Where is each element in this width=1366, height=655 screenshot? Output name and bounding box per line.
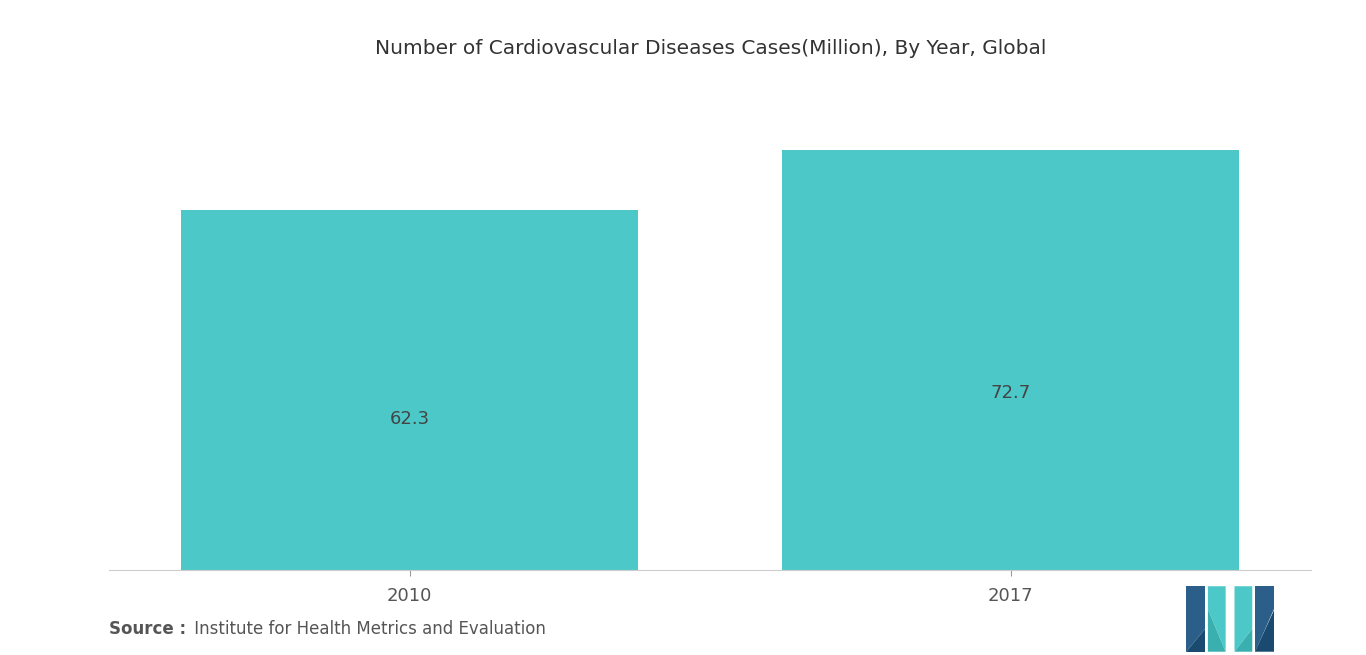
Text: Institute for Health Metrics and Evaluation: Institute for Health Metrics and Evaluat… [189,620,545,638]
Bar [182,210,638,570]
Text: Source :: Source : [109,620,186,638]
Polygon shape [1186,586,1205,652]
Text: 62.3: 62.3 [389,409,430,428]
Polygon shape [1208,609,1225,652]
Polygon shape [1208,586,1225,652]
Polygon shape [1235,586,1253,652]
Text: 72.7: 72.7 [990,384,1031,402]
Polygon shape [1255,609,1274,652]
Bar [783,150,1239,570]
Polygon shape [1235,629,1253,652]
Polygon shape [1255,586,1274,652]
Polygon shape [1186,629,1205,652]
Title: Number of Cardiovascular Diseases Cases(Million), By Year, Global: Number of Cardiovascular Diseases Cases(… [374,39,1046,58]
